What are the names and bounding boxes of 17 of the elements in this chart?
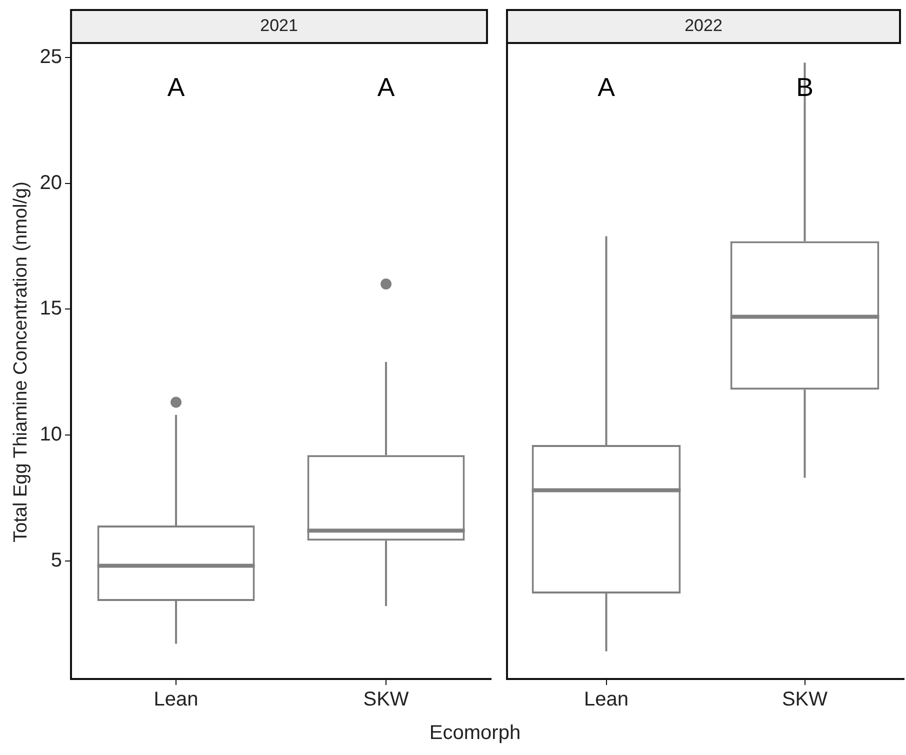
chart-title: 2021 <box>260 16 298 36</box>
y-tick-label: 10 <box>40 423 62 446</box>
annotation: A <box>598 72 616 102</box>
annotation: A <box>167 72 186 102</box>
x-tick-label: SKW <box>782 688 828 711</box>
x-tick-label: Lean <box>584 688 628 711</box>
chart-title: 2022 <box>684 16 722 36</box>
y-axis-title: Total Egg Thiamine Concentration (nmol/g) <box>10 182 32 542</box>
x-tick-label: SKW <box>363 688 409 711</box>
y-tick-label: 15 <box>40 298 62 320</box>
y-tick-label: 20 <box>40 172 62 194</box>
x-tick-label: Lean <box>154 688 198 711</box>
x-axis-title: Ecomorph <box>428 722 522 745</box>
y-tick-label: 5 <box>50 549 62 572</box>
annotation: B <box>796 72 814 102</box>
annotation: A <box>377 72 396 102</box>
y-tick-label: 25 <box>40 46 62 68</box>
